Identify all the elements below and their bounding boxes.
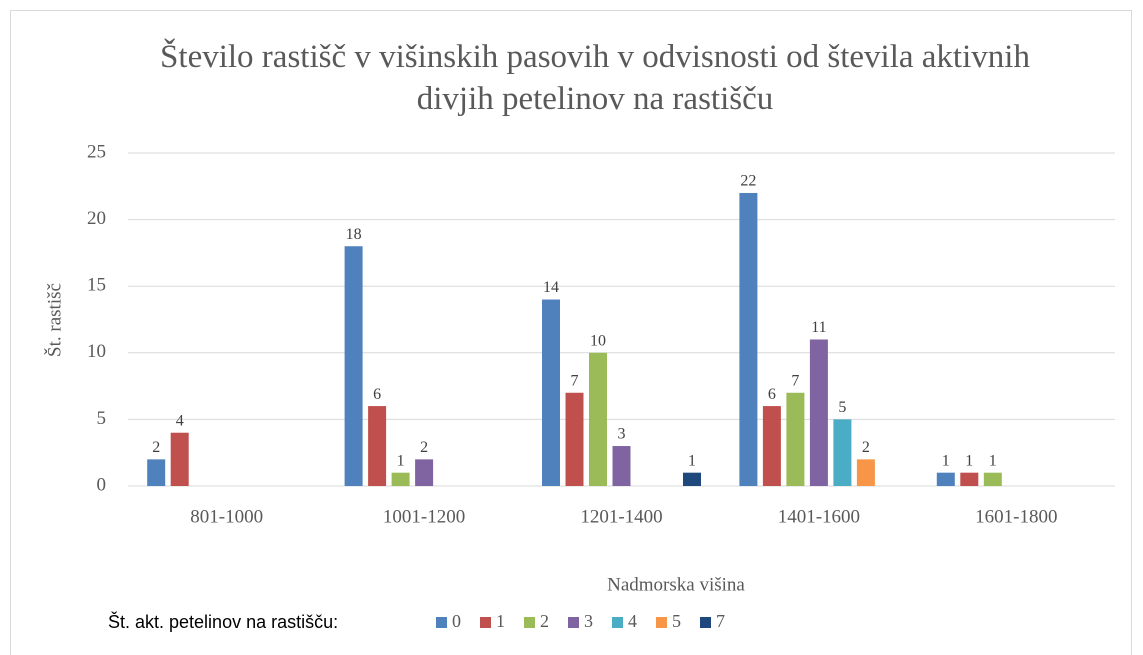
data-label: 1 xyxy=(942,452,950,469)
data-label: 2 xyxy=(152,439,160,456)
data-label: 1 xyxy=(688,452,696,469)
legend-title: Št. akt. petelinov na rastišču: xyxy=(108,611,338,632)
data-label: 1 xyxy=(397,452,405,469)
legend-label: 1 xyxy=(496,611,505,631)
legend-swatch xyxy=(612,617,623,628)
bar xyxy=(368,406,387,486)
data-label: 10 xyxy=(590,332,606,349)
bar xyxy=(170,432,189,486)
bar xyxy=(856,459,875,486)
data-label: 14 xyxy=(543,279,559,296)
data-label: 4 xyxy=(176,412,184,429)
y-tick-label: 25 xyxy=(87,141,106,162)
chart-border xyxy=(10,10,1132,655)
bar xyxy=(415,459,434,486)
legend-swatch xyxy=(480,617,491,628)
legend-label: 3 xyxy=(584,611,593,631)
legend-label: 7 xyxy=(716,611,725,631)
data-label: 2 xyxy=(420,439,428,456)
bar xyxy=(762,406,781,486)
bar xyxy=(147,459,166,486)
bar xyxy=(960,472,979,486)
x-tick-label: 1001-1200 xyxy=(383,506,465,527)
bar xyxy=(344,246,363,486)
x-tick-label: 801-1000 xyxy=(190,506,263,527)
chart-title: Število rastišč v višinskih pasovih v od… xyxy=(160,39,1030,117)
bar xyxy=(833,419,852,486)
data-label: 3 xyxy=(618,426,626,443)
legend-label: 4 xyxy=(628,611,637,631)
bar xyxy=(542,299,560,486)
x-tick-label: 1201-1400 xyxy=(580,506,662,527)
y-tick-label: 20 xyxy=(87,208,106,229)
x-tick-label: 1601-1800 xyxy=(975,506,1057,527)
bar xyxy=(589,352,607,486)
bar xyxy=(612,446,631,486)
y-tick-label: 10 xyxy=(87,341,106,362)
data-label: 11 xyxy=(811,319,826,336)
legend-swatch xyxy=(436,617,447,628)
data-label: 1 xyxy=(989,452,997,469)
y-axis-label: Št. rastišč xyxy=(43,283,65,357)
data-label: 2 xyxy=(862,439,870,456)
data-label: 6 xyxy=(768,386,776,403)
data-label: 5 xyxy=(838,399,846,416)
bar xyxy=(786,392,805,486)
legend-label: 2 xyxy=(540,611,549,631)
bar xyxy=(983,472,1002,486)
data-label: 7 xyxy=(791,372,799,389)
y-tick-label: 5 xyxy=(97,408,107,429)
bar xyxy=(391,472,410,486)
bar xyxy=(936,472,955,486)
bar xyxy=(809,339,828,486)
data-label: 18 xyxy=(346,226,362,243)
x-tick-label: 1401-1600 xyxy=(778,506,860,527)
legend-swatch xyxy=(524,617,535,628)
legend-label: 5 xyxy=(672,611,681,631)
legend-label: 0 xyxy=(452,611,461,631)
x-axis-label: Nadmorska višina xyxy=(607,574,745,595)
data-label: 7 xyxy=(571,372,579,389)
data-label: 22 xyxy=(740,173,756,190)
legend-swatch xyxy=(568,617,579,628)
data-label: 6 xyxy=(373,386,381,403)
bar xyxy=(565,392,584,486)
y-tick-label: 0 xyxy=(97,474,107,495)
legend-swatch xyxy=(656,617,667,628)
legend-swatch xyxy=(700,617,711,628)
data-label: 1 xyxy=(965,452,973,469)
bar xyxy=(739,192,758,486)
y-tick-label: 15 xyxy=(87,275,106,296)
bar xyxy=(683,472,701,486)
